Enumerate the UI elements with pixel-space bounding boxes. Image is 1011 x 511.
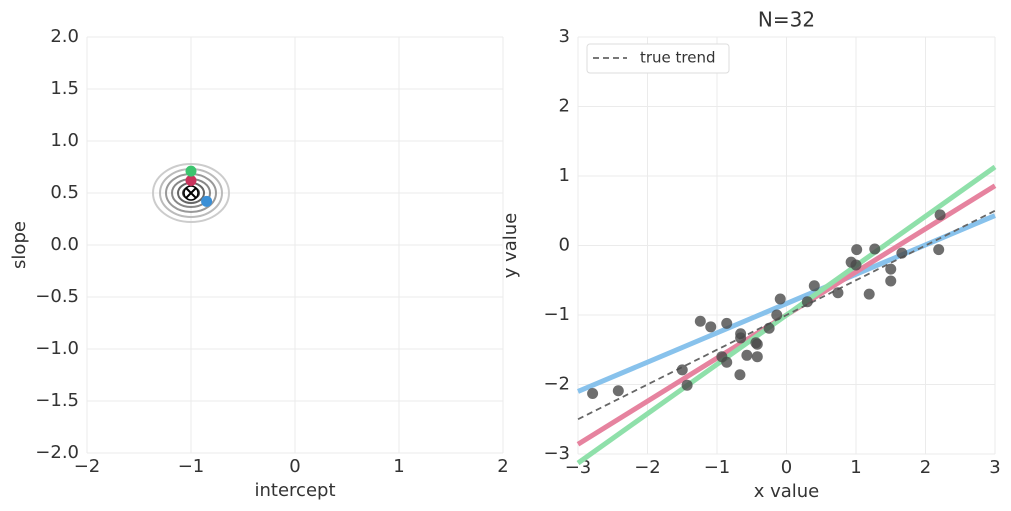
data-point [869, 243, 881, 255]
y-tick-label: −2.0 [35, 442, 79, 463]
data-point [721, 317, 733, 329]
data-point [734, 369, 746, 381]
data-point [801, 296, 813, 308]
data-point [681, 379, 693, 391]
data-point [851, 244, 863, 256]
legend-box [586, 43, 730, 74]
data-point [771, 309, 783, 321]
data-point [705, 321, 717, 333]
data-point [863, 288, 875, 300]
data-point [721, 356, 733, 368]
y-tick-label: 1 [559, 165, 570, 186]
x-axis-label: x value [754, 481, 820, 502]
data-point [741, 349, 753, 361]
y-tick-label: 0 [559, 235, 570, 256]
x-tick-label: 2 [920, 457, 931, 478]
x-tick-label: 3 [989, 457, 1000, 478]
x-tick-label: 2 [497, 456, 508, 477]
y-tick-label: −1.5 [35, 390, 79, 411]
y-tick-label: −1 [543, 304, 570, 325]
fit-line [577, 213, 996, 394]
data-point [751, 351, 763, 363]
x-axis-label: intercept [255, 480, 336, 501]
chart-title: N=32 [758, 8, 815, 32]
data-point [933, 244, 945, 256]
y-tick-label: 2.0 [50, 26, 79, 47]
data-point [832, 287, 844, 299]
data-point [587, 388, 599, 400]
x-tick-label: −1 [704, 457, 731, 478]
y-tick-label: 1.5 [50, 78, 79, 99]
data-point [763, 322, 775, 334]
sample-point [201, 195, 213, 207]
y-tick-label: 0.0 [50, 234, 79, 255]
y-tick-label: −3 [543, 443, 570, 464]
contour [152, 163, 230, 223]
sample-point [185, 175, 197, 187]
y-tick-label: 1.0 [50, 130, 79, 151]
y-tick-label: 2 [559, 96, 570, 117]
x-tick-label: −2 [74, 456, 101, 477]
data-point [751, 338, 763, 350]
data-point [896, 247, 908, 259]
fit-line [577, 209, 996, 421]
y-tick-label: 3 [559, 26, 570, 47]
x-tick-label: 1 [393, 456, 404, 477]
sample-point [185, 165, 197, 177]
data-point [694, 315, 706, 327]
data-point [735, 332, 747, 344]
legend-label: true trend [640, 49, 716, 67]
y-tick-label: −1.0 [35, 338, 79, 359]
data-point [885, 263, 897, 275]
x-tick-label: 0 [781, 457, 792, 478]
x-tick-label: −1 [178, 456, 205, 477]
x-tick-label: 1 [850, 457, 861, 478]
truth-cross [185, 187, 197, 199]
y-tick-label: −0.5 [35, 286, 79, 307]
data-point [934, 209, 946, 221]
y-tick-label: 0.5 [50, 182, 79, 203]
x-tick-label: 0 [289, 456, 300, 477]
y-axis-label: slope [9, 221, 30, 269]
data-point [612, 385, 624, 397]
data-point [850, 259, 862, 271]
data-point [808, 280, 820, 292]
data-point [676, 364, 688, 376]
data-point [774, 293, 786, 305]
x-tick-label: −2 [634, 457, 661, 478]
data-point [885, 275, 897, 287]
x-tick-label: −3 [565, 457, 592, 478]
y-axis-label: y value [500, 213, 521, 279]
y-tick-label: −2 [543, 374, 570, 395]
